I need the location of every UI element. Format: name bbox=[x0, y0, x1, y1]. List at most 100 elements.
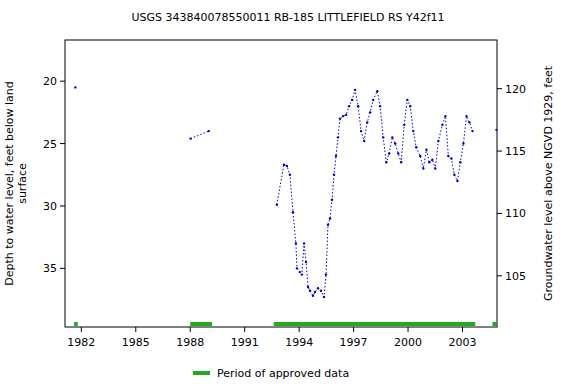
data-point bbox=[450, 157, 452, 159]
data-point bbox=[406, 99, 408, 101]
data-point bbox=[323, 296, 325, 298]
data-point bbox=[456, 180, 458, 182]
data-point bbox=[363, 140, 365, 142]
x-tick bbox=[299, 327, 300, 332]
y-tick-label: 20 bbox=[43, 75, 57, 88]
x-tick bbox=[135, 327, 136, 332]
y-axis-label-line: Depth to water level, feet below land bbox=[3, 81, 16, 286]
data-point bbox=[331, 199, 333, 201]
data-point bbox=[400, 161, 402, 163]
x-tick bbox=[81, 327, 82, 332]
data-point bbox=[208, 130, 210, 132]
data-point bbox=[292, 211, 294, 213]
data-point bbox=[412, 130, 414, 132]
data-point bbox=[434, 167, 436, 169]
data-point bbox=[447, 155, 449, 157]
data-point bbox=[337, 136, 339, 138]
data-point bbox=[335, 155, 337, 157]
x-tick-label: 2003 bbox=[449, 336, 477, 349]
data-point bbox=[425, 149, 427, 151]
x-tick-label: 1988 bbox=[176, 336, 204, 349]
data-point bbox=[351, 99, 353, 101]
y2-tick bbox=[497, 213, 502, 214]
data-point bbox=[345, 114, 347, 116]
x-tick-label: 2000 bbox=[394, 336, 422, 349]
data-point bbox=[339, 117, 341, 119]
data-point bbox=[431, 159, 433, 161]
legend-label: Period of approved data bbox=[217, 367, 349, 380]
data-point bbox=[437, 140, 439, 142]
data-point bbox=[303, 242, 305, 244]
data-point bbox=[403, 124, 405, 126]
y-axis-label-line: surface bbox=[16, 163, 29, 204]
y2-axis-label: Groundwater level above NGVD 1929, feet bbox=[542, 65, 555, 301]
data-point bbox=[379, 105, 381, 107]
y-tick bbox=[60, 205, 65, 206]
data-point bbox=[372, 99, 374, 101]
data-point bbox=[397, 152, 399, 154]
data-point bbox=[314, 291, 316, 293]
y-tick-label: 30 bbox=[43, 200, 57, 213]
data-point bbox=[453, 174, 455, 176]
data-point bbox=[354, 89, 356, 91]
data-point bbox=[462, 142, 464, 144]
approved-period bbox=[274, 322, 475, 326]
data-point bbox=[327, 223, 329, 225]
chart: USGS 343840078550011 RB-185 LITTLEFIELD … bbox=[0, 0, 576, 384]
data-point bbox=[74, 86, 76, 88]
data-point bbox=[388, 152, 390, 154]
y2-tick-label: 110 bbox=[505, 207, 526, 220]
data-point bbox=[342, 115, 344, 117]
approved-period bbox=[190, 322, 212, 326]
data-point bbox=[320, 290, 322, 292]
data-point bbox=[189, 137, 191, 139]
data-point bbox=[283, 164, 285, 166]
x-tick-label: 1997 bbox=[340, 336, 368, 349]
data-point bbox=[391, 136, 393, 138]
data-point bbox=[376, 90, 378, 92]
series-line bbox=[191, 90, 497, 297]
y-tick bbox=[60, 143, 65, 144]
data-point bbox=[296, 267, 298, 269]
data-point bbox=[422, 167, 424, 169]
x-tick bbox=[244, 327, 245, 332]
x-tick bbox=[408, 327, 409, 332]
y-tick-label: 35 bbox=[43, 262, 57, 275]
x-tick bbox=[190, 327, 191, 332]
data-point bbox=[428, 161, 430, 163]
approved-period bbox=[492, 322, 497, 326]
y2-tick bbox=[497, 88, 502, 89]
data-point bbox=[415, 146, 417, 148]
data-point bbox=[307, 286, 309, 288]
data-point bbox=[468, 121, 470, 123]
data-point bbox=[317, 287, 319, 289]
data-point bbox=[369, 111, 371, 113]
y-tick bbox=[60, 81, 65, 82]
data-point bbox=[276, 204, 278, 206]
data-point bbox=[329, 217, 331, 219]
data-point bbox=[301, 273, 303, 275]
data-point bbox=[299, 271, 301, 273]
data-point bbox=[419, 155, 421, 157]
data-point bbox=[441, 124, 443, 126]
data-point bbox=[495, 129, 497, 131]
data-point bbox=[305, 261, 307, 263]
data-point bbox=[360, 130, 362, 132]
data-point bbox=[348, 105, 350, 107]
data-point bbox=[295, 242, 297, 244]
y2-tick-label: 105 bbox=[505, 270, 526, 283]
data-point bbox=[312, 295, 314, 297]
x-tick-label: 1994 bbox=[285, 336, 313, 349]
title: USGS 343840078550011 RB-185 LITTLEFIELD … bbox=[131, 11, 444, 24]
y-tick-label: 25 bbox=[43, 138, 57, 151]
x-tick bbox=[353, 327, 354, 332]
data-point bbox=[459, 161, 461, 163]
data-point bbox=[286, 165, 288, 167]
data-point bbox=[366, 121, 368, 123]
y2-tick-label: 115 bbox=[505, 145, 526, 158]
x-tick-label: 1991 bbox=[231, 336, 259, 349]
data-point bbox=[409, 105, 411, 107]
data-point bbox=[325, 273, 327, 275]
legend-swatch bbox=[193, 371, 210, 375]
data-point bbox=[444, 115, 446, 117]
